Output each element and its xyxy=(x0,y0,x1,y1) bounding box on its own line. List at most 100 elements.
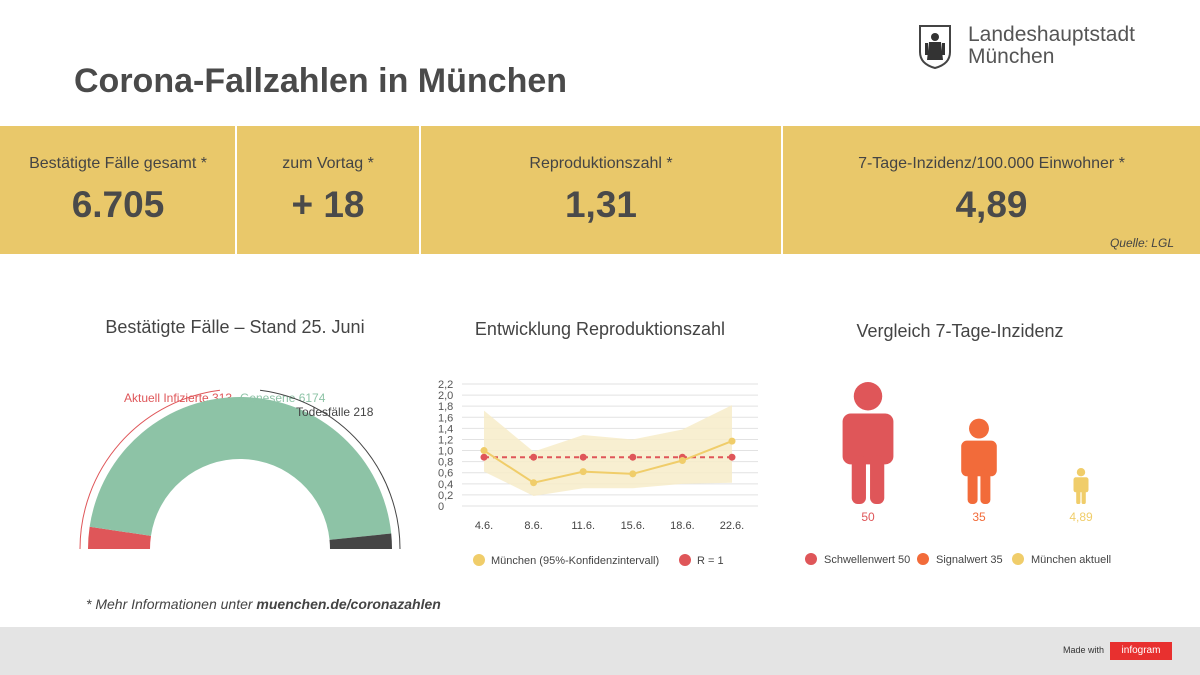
person-leg xyxy=(851,455,866,504)
person-icon xyxy=(1073,468,1089,504)
y-tick-label: 0,4 xyxy=(438,479,453,491)
donut-leader-line xyxy=(259,389,401,550)
r-value-point xyxy=(480,447,488,455)
person-head xyxy=(969,418,989,439)
reference-point xyxy=(728,453,736,461)
kpi-previous-day: zum Vortag * + 18 xyxy=(237,126,419,254)
footnote: * Mehr Informationen unter muenchen.de/c… xyxy=(86,596,441,612)
kpi-value: 4,89 xyxy=(955,184,1028,225)
legend-swatch xyxy=(473,554,485,566)
y-tick-label: 0,6 xyxy=(438,468,453,480)
reference-point xyxy=(579,453,587,461)
legend-swatch xyxy=(917,553,929,565)
donut-title: Bestätigte Fälle – Stand 25. Juni xyxy=(105,317,365,337)
city-logo: Landeshauptstadt München xyxy=(918,24,1135,70)
confidence-band xyxy=(484,405,732,497)
y-tick-label: 2,2 xyxy=(438,379,453,391)
person-leg xyxy=(1081,489,1086,504)
kpi-value: + 18 xyxy=(291,184,365,225)
x-tick-label: 8.6. xyxy=(524,520,542,532)
x-tick-label: 15.6. xyxy=(621,520,645,532)
kpi-label: Reproduktionszahl * xyxy=(529,155,673,172)
y-tick-label: 0 xyxy=(438,501,444,513)
reference-point xyxy=(629,453,637,461)
legend-swatch xyxy=(805,553,817,565)
r-value-point xyxy=(629,470,637,478)
reference-point xyxy=(480,453,488,461)
person-icon xyxy=(961,418,997,504)
incidence-comparison-chart: 50 35 4,89 Schwellenwert 50 Signalwert 35 Mün… xyxy=(805,382,1111,566)
x-tick-label: 18.6. xyxy=(670,520,694,532)
donut-slice xyxy=(88,526,151,549)
made-with-label: Made with xyxy=(1063,645,1105,655)
coat-of-arms-icon xyxy=(919,25,951,70)
comparison-title: Vergleich 7-Tage-Inzidenz xyxy=(856,321,1064,341)
logo-line1: Landeshauptstadt xyxy=(968,23,1135,46)
value-label: 35 xyxy=(972,510,986,524)
person-head xyxy=(1076,468,1086,477)
legend-label: München (95%-Konfidenzintervall) xyxy=(491,555,659,567)
person-leg xyxy=(967,469,978,504)
person-head xyxy=(853,382,883,411)
y-tick-label: 1,6 xyxy=(438,412,453,424)
r-value-point xyxy=(678,457,686,465)
reference-point xyxy=(530,453,538,461)
footnote-link[interactable]: muenchen.de/coronazahlen xyxy=(256,596,441,612)
footer-bar xyxy=(0,627,1200,675)
person-leg xyxy=(980,469,991,504)
line-chart: 2,22,01,81,61,41,21,00,80,60,40,20 4.6. 8.… xyxy=(438,379,758,567)
person-body xyxy=(1073,477,1089,493)
donut-slice-label: Todesfälle 218 xyxy=(296,405,374,419)
y-tick-label: 1,2 xyxy=(438,434,453,446)
legend-label: München aktuell xyxy=(1031,554,1111,566)
kpi-value: 6.705 xyxy=(71,184,165,225)
person-icon xyxy=(842,382,894,504)
legend-swatch xyxy=(1012,553,1024,565)
kpi-reproduction: Reproduktionszahl * 1,31 xyxy=(421,126,781,254)
source-note: Quelle: LGL xyxy=(1109,236,1174,250)
donut-leader-line xyxy=(79,389,221,550)
r-value-line xyxy=(483,440,733,484)
person-leg xyxy=(1076,489,1081,504)
kpi-total-cases: Bestätigte Fälle gesamt * 6.705 xyxy=(0,126,236,254)
legend-label: R = 1 xyxy=(697,555,724,567)
kpi-label: Bestätigte Fälle gesamt * xyxy=(29,155,207,172)
kpi-divider xyxy=(235,126,237,254)
y-tick-label: 0,2 xyxy=(438,490,453,502)
kpi-divider xyxy=(781,126,783,254)
person-body xyxy=(842,413,894,465)
donut-slice-label: Genesene 6174 xyxy=(240,391,326,405)
legend-swatch xyxy=(679,554,691,566)
person-leg xyxy=(870,455,885,504)
r-value-point xyxy=(728,437,736,445)
y-tick-label: 2,0 xyxy=(438,390,453,402)
legend-label: Signalwert 35 xyxy=(936,554,1003,566)
r-value-point xyxy=(579,468,587,476)
kpi-value: 1,31 xyxy=(564,184,637,225)
legend-label: Schwellenwert 50 xyxy=(824,554,910,566)
logo-line2: München xyxy=(968,45,1055,68)
x-tick-label: 4.6. xyxy=(475,520,493,532)
line-title: Entwicklung Reproduktionszahl xyxy=(474,319,726,339)
kpi-label: zum Vortag * xyxy=(282,155,374,172)
value-label: 50 xyxy=(861,510,875,524)
donut-slice xyxy=(89,397,392,540)
footnote-prefix: * Mehr Informationen unter xyxy=(86,596,257,612)
value-label: 4,89 xyxy=(1069,510,1093,524)
person-body xyxy=(961,440,997,477)
infogram-badge[interactable]: infogram xyxy=(1110,642,1172,660)
page-title: Corona-Fallzahlen in München xyxy=(74,62,568,100)
kpi-incidence: 7-Tage-Inzidenz/100.000 Einwohner * 4,89 xyxy=(783,126,1200,254)
y-tick-label: 1,8 xyxy=(438,401,453,413)
kpi-label: 7-Tage-Inzidenz/100.000 Einwohner * xyxy=(858,155,1125,172)
donut-chart: Aktuell Infizierte 313 Genesene 6174Todes… xyxy=(79,389,401,550)
kpi-band: Bestätigte Fälle gesamt * 6.705 zum Vort… xyxy=(0,126,1200,254)
kpi-divider xyxy=(419,126,421,254)
x-tick-label: 11.6. xyxy=(571,520,595,532)
y-tick-label: 1,0 xyxy=(438,446,453,458)
y-tick-label: 1,4 xyxy=(438,423,453,435)
donut-slice xyxy=(329,533,392,549)
r-value-point xyxy=(530,479,538,487)
x-tick-label: 22.6. xyxy=(720,520,744,532)
y-tick-label: 0,8 xyxy=(438,457,453,469)
